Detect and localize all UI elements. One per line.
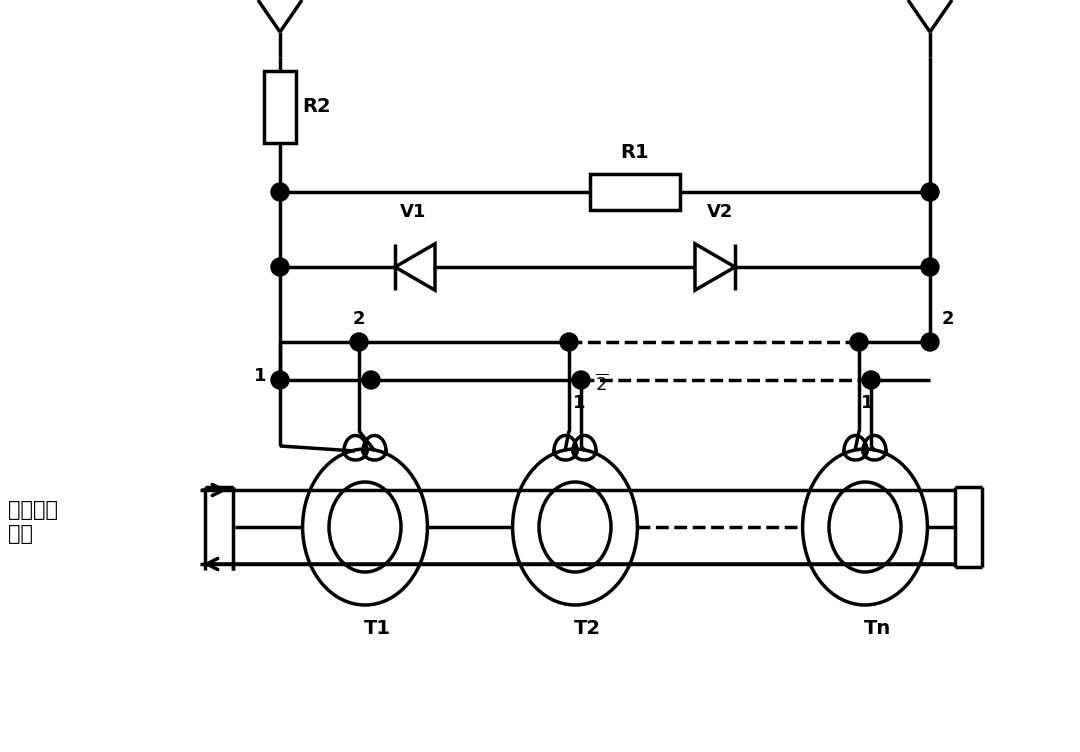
Circle shape <box>862 371 880 389</box>
Circle shape <box>572 371 590 389</box>
Text: $\overline{2}$: $\overline{2}$ <box>595 374 608 394</box>
Text: V2: V2 <box>706 203 733 221</box>
Text: 1: 1 <box>254 367 266 385</box>
Circle shape <box>271 371 289 389</box>
Circle shape <box>561 333 578 351</box>
Text: 1: 1 <box>861 394 874 412</box>
Circle shape <box>921 258 939 276</box>
Text: 1: 1 <box>572 394 585 412</box>
Circle shape <box>350 333 368 351</box>
Text: V1: V1 <box>400 203 427 221</box>
Bar <box>264 71 296 143</box>
Text: T1: T1 <box>364 619 391 638</box>
Circle shape <box>362 371 380 389</box>
Text: T2: T2 <box>573 619 600 638</box>
Circle shape <box>850 333 868 351</box>
Circle shape <box>271 183 289 201</box>
Text: Tn: Tn <box>863 619 891 638</box>
Bar <box>590 174 680 210</box>
Text: R2: R2 <box>302 98 330 117</box>
Text: R1: R1 <box>621 143 649 162</box>
Circle shape <box>271 258 289 276</box>
Circle shape <box>921 183 939 201</box>
Circle shape <box>921 333 939 351</box>
Text: 功率脉冲
输入: 功率脉冲 输入 <box>8 500 58 544</box>
Text: 2: 2 <box>353 310 365 328</box>
Polygon shape <box>395 244 435 290</box>
Polygon shape <box>696 244 735 290</box>
Text: 2: 2 <box>942 310 955 328</box>
